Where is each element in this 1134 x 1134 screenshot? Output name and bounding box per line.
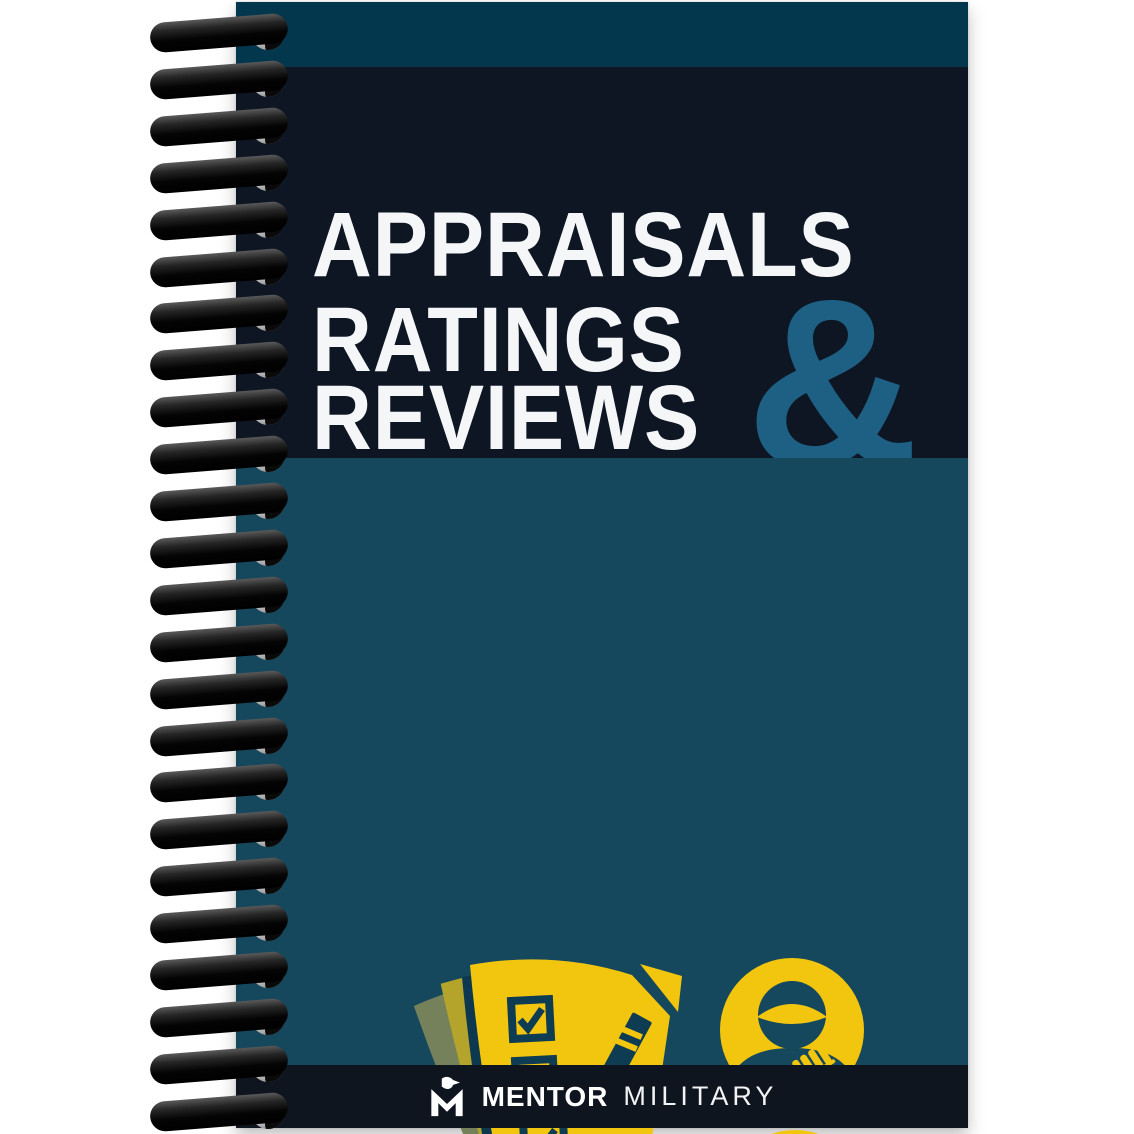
brand-name-primary: MENTOR: [481, 1080, 609, 1112]
employee-tie-avatar-icon: [771, 1130, 819, 1134]
brand-bar: MENTOR MILITARY: [236, 1065, 968, 1128]
top-teal-band: [236, 2, 968, 67]
eagle-m-logo-icon: [430, 1076, 463, 1116]
brand-name-secondary: MILITARY: [623, 1081, 778, 1111]
title-line-2: RATINGS: [312, 289, 685, 391]
title-line-3: REVIEWS: [312, 367, 701, 469]
illustration-section: Performance bullet examples organized in…: [236, 458, 968, 1134]
title-line-1: APPRAISALS: [312, 194, 855, 296]
book-cover: APPRAISALS RATINGS REVIEWS &: [236, 2, 968, 1134]
title-block: APPRAISALS RATINGS REVIEWS &: [236, 67, 968, 503]
